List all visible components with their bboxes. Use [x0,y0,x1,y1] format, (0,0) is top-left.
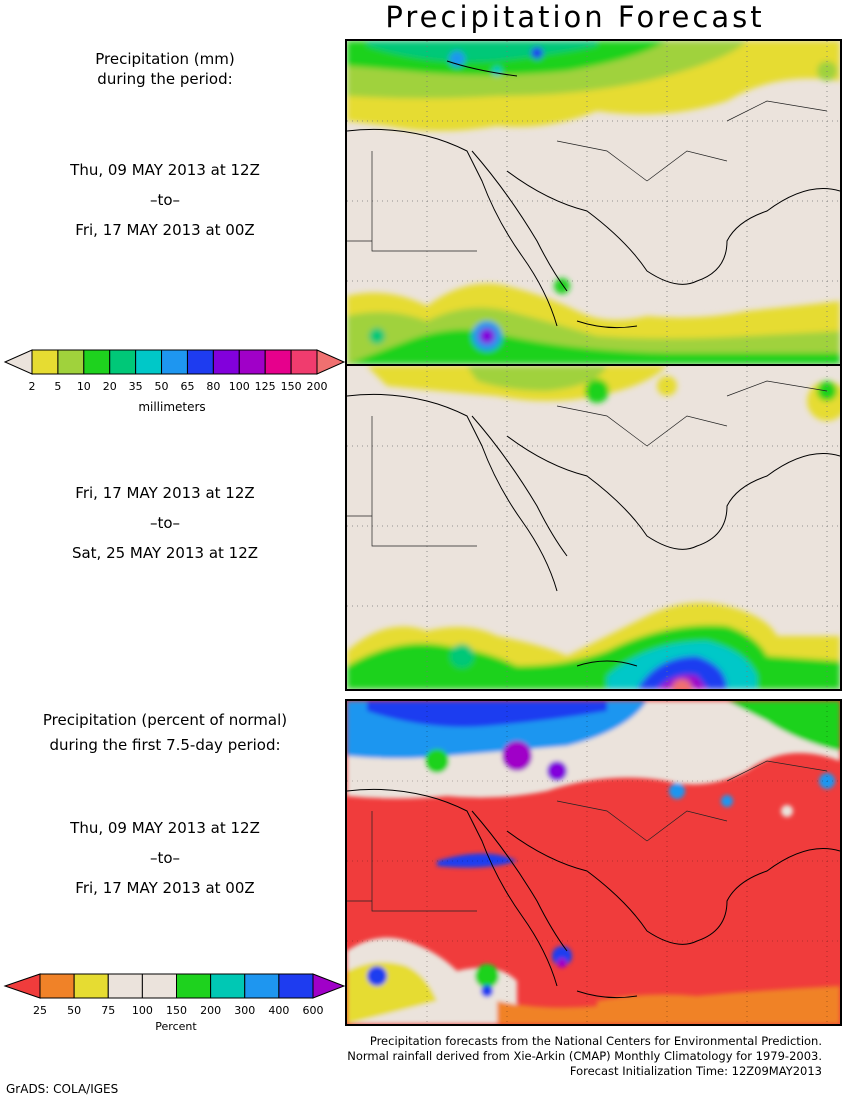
pct-colorbar-tick-label: 300 [234,1004,255,1017]
mm-colorbar-cell [291,350,317,374]
mm-colorbar-tick-label: 125 [255,380,276,393]
period3-end: Fri, 17 MAY 2013 at 00Z [30,873,300,903]
mm-colorbar-tick-label: 20 [103,380,117,393]
period2-end: Sat, 25 MAY 2013 at 12Z [30,538,300,568]
mm-colorbar-tick-label: 5 [54,380,61,393]
pct-header: Precipitation (percent of normal) during… [15,708,315,758]
pct-colorbar: 25 50 75 100 150 200 300 400 600 Percent [2,972,347,1036]
map-panel-period1 [345,39,842,366]
mm-colorbar-tick-label: 80 [206,380,220,393]
mm-colorbar-cell [110,350,136,374]
period2-sep: –to– [30,508,300,538]
mm-colorbar: 2 5 10 20 35 50 65 80 100 125 150 200 millimeters [2,348,347,418]
mm-colorbar-unit: millimeters [138,400,205,414]
pct-colorbar-high-arrow [313,974,344,998]
credits-line2: Normal rainfall derived from Xie-Arkin (… [347,1049,822,1064]
mm-colorbar-high-arrow [317,350,344,374]
period1-sep: –to– [30,185,300,215]
pct-colorbar-low-arrow [5,974,40,998]
period1-start: Thu, 09 MAY 2013 at 12Z [30,155,300,185]
pct-colorbar-cell [177,974,211,998]
page-title: Precipitation Forecast [345,0,805,34]
mm-colorbar-cell [162,350,188,374]
period3-block: Thu, 09 MAY 2013 at 12Z –to– Fri, 17 MAY… [30,813,300,903]
period3-start: Thu, 09 MAY 2013 at 12Z [30,813,300,843]
pct-header-line1: Precipitation (percent of normal) [15,708,315,733]
pct-colorbar-unit: Percent [155,1020,197,1033]
mm-colorbar-tick-label: 2 [29,380,36,393]
pct-colorbar-tick-label: 200 [200,1004,221,1017]
pct-colorbar-tick-label: 150 [166,1004,187,1017]
map-panel-period2 [345,364,842,691]
mm-colorbar-cell [265,350,291,374]
mm-colorbar-tick-label: 200 [307,380,328,393]
grads-footer: GrADS: COLA/IGES [6,1082,118,1096]
pct-colorbar-cell [211,974,245,998]
mm-colorbar-cell [187,350,213,374]
credits-line3: Forecast Initialization Time: 12Z09MAY20… [347,1064,822,1079]
credits: Precipitation forecasts from the Nationa… [347,1034,822,1079]
credits-line1: Precipitation forecasts from the Nationa… [347,1034,822,1049]
mm-header: Precipitation (mm) during the period: [30,49,300,89]
pct-colorbar-cell [142,974,176,998]
mm-colorbar-cell [84,350,110,374]
mm-colorbar-cell [213,350,239,374]
pct-header-line2: during the first 7.5-day period: [15,733,315,758]
pct-colorbar-tick-label: 100 [132,1004,153,1017]
mm-colorbar-cell [239,350,265,374]
mm-colorbar-tick-label: 10 [77,380,91,393]
mm-colorbar-tick-label: 65 [180,380,194,393]
mm-colorbar-tick-label: 50 [155,380,169,393]
pct-colorbar-cell [40,974,74,998]
mm-colorbar-tick-label: 100 [229,380,250,393]
pct-colorbar-tick-label: 600 [303,1004,324,1017]
pct-colorbar-cell [74,974,108,998]
period1-block: Thu, 09 MAY 2013 at 12Z –to– Fri, 17 MAY… [30,155,300,245]
pct-colorbar-cell [279,974,313,998]
period1-end: Fri, 17 MAY 2013 at 00Z [30,215,300,245]
mm-colorbar-cell [136,350,162,374]
pct-colorbar-tick-label: 50 [67,1004,81,1017]
pct-colorbar-tick-label: 75 [101,1004,115,1017]
mm-header-line1: Precipitation (mm) [30,49,300,69]
period3-sep: –to– [30,843,300,873]
pct-colorbar-tick-label: 400 [268,1004,289,1017]
period2-block: Fri, 17 MAY 2013 at 12Z –to– Sat, 25 MAY… [30,478,300,568]
mm-colorbar-low-arrow [5,350,32,374]
mm-colorbar-cell [32,350,58,374]
period2-start: Fri, 17 MAY 2013 at 12Z [30,478,300,508]
mm-colorbar-tick-label: 150 [281,380,302,393]
mm-colorbar-tick-label: 35 [129,380,143,393]
mm-colorbar-cell [58,350,84,374]
pct-colorbar-cell [245,974,279,998]
pct-colorbar-tick-label: 25 [33,1004,47,1017]
pct-colorbar-cell [108,974,142,998]
map-panel-percent-normal [345,699,842,1026]
mm-header-line2: during the period: [30,69,300,89]
